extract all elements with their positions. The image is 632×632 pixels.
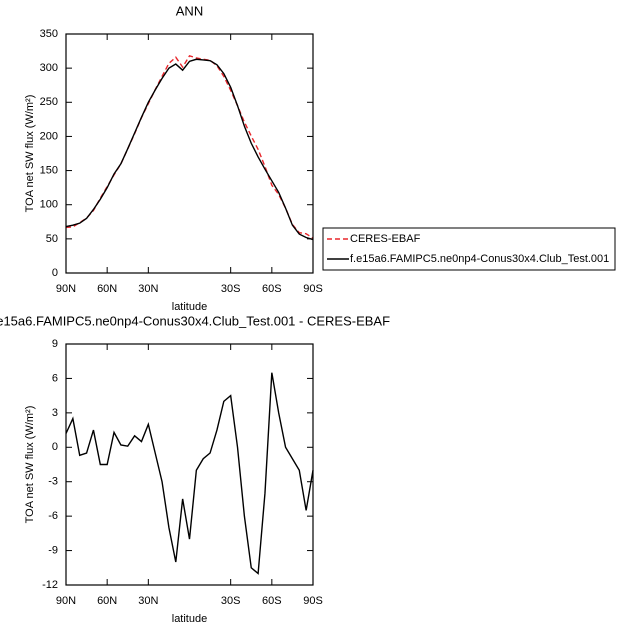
y-tick-label: 150 — [40, 164, 58, 176]
x-tick-label: 90S — [303, 283, 323, 295]
y-axis-label: TOA net SW flux (W/m²) — [24, 406, 36, 524]
x-tick-label: 30S — [221, 283, 241, 295]
y-tick-label: -6 — [48, 510, 58, 522]
chart-title: f.e15a6.FAMIPC5.ne0np4-Conus30x4.Club_Te… — [0, 313, 390, 328]
y-tick-label: 250 — [40, 96, 58, 108]
y-tick-label: 200 — [40, 130, 58, 142]
legend-label: CERES-EBAF — [350, 233, 421, 245]
x-tick-label: 90S — [303, 595, 323, 607]
y-tick-label: -9 — [48, 544, 58, 556]
y-tick-label: 6 — [52, 372, 58, 384]
x-tick-label: 90N — [56, 283, 76, 295]
data-line — [65, 55, 314, 239]
plot-frame — [65, 343, 314, 586]
x-tick-label: 60S — [262, 595, 282, 607]
y-tick-label: 3 — [52, 407, 58, 419]
x-axis-label: latitude — [172, 301, 207, 313]
x-tick-label: 90N — [56, 595, 76, 607]
y-axis-label: TOA net SW flux (W/m²) — [24, 95, 36, 213]
legend-label: f.e15a6.FAMIPC5.ne0np4-Conus30x4.Club_Te… — [350, 253, 609, 265]
x-tick-label: 60N — [97, 595, 117, 607]
y-tick-label: 0 — [52, 441, 58, 453]
y-tick-label: 9 — [52, 338, 58, 350]
y-tick-label: 100 — [40, 199, 58, 211]
x-tick-label: 60N — [97, 283, 117, 295]
y-tick-label: -3 — [48, 476, 58, 488]
x-tick-label: 60S — [262, 283, 282, 295]
x-axis-label: latitude — [172, 613, 207, 625]
x-tick-label: 30N — [138, 283, 158, 295]
y-tick-label: 50 — [46, 233, 58, 245]
legend-box — [322, 227, 616, 271]
y-tick-label: -12 — [42, 579, 58, 591]
y-tick-label: 0 — [52, 267, 58, 279]
plot-frame — [65, 33, 314, 274]
y-tick-label: 300 — [40, 62, 58, 74]
x-tick-label: 30S — [221, 595, 241, 607]
chart-title: ANN — [176, 3, 203, 18]
data-line — [65, 372, 314, 575]
y-tick-label: 350 — [40, 28, 58, 40]
data-line — [65, 58, 314, 241]
x-tick-label: 30N — [138, 595, 158, 607]
